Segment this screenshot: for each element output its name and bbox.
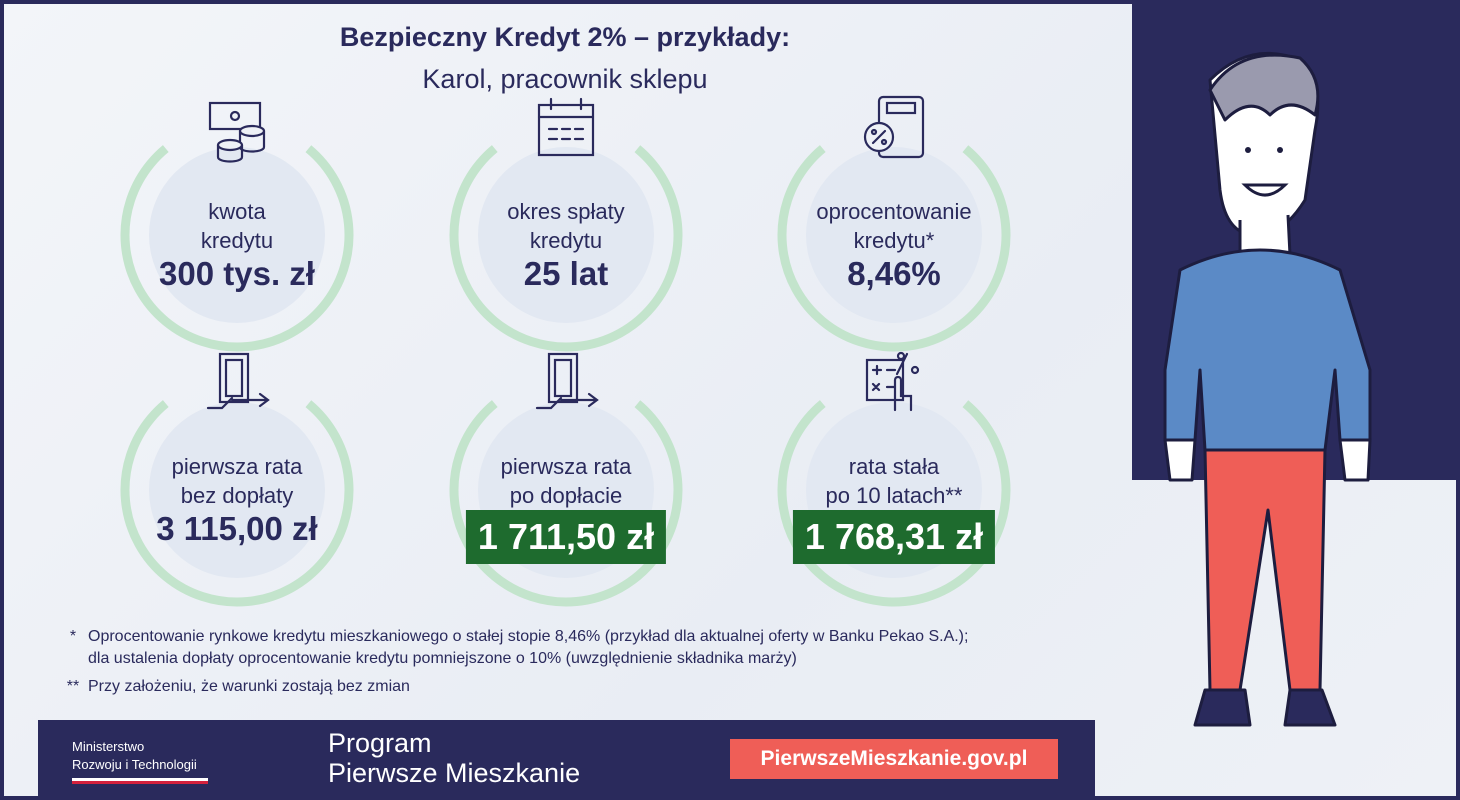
card-label: rata stała po 10 latach** (764, 452, 1024, 510)
card-label-line: okres spłaty (507, 199, 625, 224)
card-label-line: kwota (208, 199, 266, 224)
card-label-line: rata stała (848, 454, 940, 479)
card-label: pierwsza rata po dopłacie (436, 452, 696, 510)
program-line: Pierwsze Mieszkanie (328, 758, 581, 788)
info-card: pierwsza rata po dopłacie 1 711,50 zł (436, 352, 696, 620)
card-label-line: bez dopłaty (180, 483, 294, 508)
card-value: 3 115,00 zł (156, 510, 318, 547)
ministry-name: Rozwoju i Technologii (72, 757, 197, 772)
card-value: 25 lat (523, 255, 609, 292)
card-label-line: pierwsza rata (171, 454, 303, 479)
calculator-hand-percent-icon (865, 351, 920, 412)
ring-decoration (449, 118, 683, 352)
money-coins-icon (208, 101, 266, 163)
card-label: kwota kredytu (107, 197, 367, 255)
polish-flag-stripe (72, 778, 208, 784)
progress-ring-arc (777, 118, 1011, 352)
ministry-logo: Ministerstwo Rozwoju i Technologii (72, 738, 208, 784)
man-illustration (1163, 51, 1372, 727)
inner-circle (806, 147, 982, 323)
payment-transfer-icon (535, 352, 599, 410)
card-label-line: po 10 latach** (825, 483, 963, 508)
footnote-mark: * (69, 628, 77, 645)
card-value: 8,46% (847, 255, 941, 292)
calculator-percent-icon (863, 95, 925, 159)
footnote-2: ** Przy założeniu, że warunki zostają be… (58, 676, 968, 698)
website-link[interactable]: PierwszeMieszkanie.gov.pl (730, 739, 1058, 779)
card-label-line: kredytu* (853, 228, 935, 253)
footnotes: * Oprocentowanie rynkowe kredytu mieszka… (58, 626, 969, 698)
card-label-line: kredytu (529, 228, 603, 253)
footnote-text: dla ustalenia dopłaty oprocentowanie kre… (88, 650, 797, 667)
progress-ring-arc (449, 118, 683, 352)
card-label-line: kredytu (200, 228, 274, 253)
info-card: kwota kredytu 300 tys. zł (107, 101, 367, 365)
footnote-mark: ** (66, 678, 80, 695)
card-label: pierwsza rata bez dopłaty (107, 452, 367, 510)
info-card: okres spłaty kredytu 25 lat (436, 97, 696, 365)
ring-decoration (777, 118, 1011, 352)
card-value: 300 tys. zł (159, 255, 315, 292)
footer-bar: Ministerstwo Rozwoju i Technologii Progr… (38, 720, 1095, 796)
card-label: okres spłaty kredytu (436, 197, 696, 255)
inner-circle (149, 402, 325, 578)
card-label-line: pierwsza rata (500, 454, 632, 479)
card-label-line: oprocentowanie (816, 199, 972, 224)
inner-circle (149, 147, 325, 323)
footnote-text: Oprocentowanie rynkowe kredytu mieszkani… (88, 628, 969, 645)
card-value: 1 768,31 zł (792, 510, 996, 564)
card-label-line: po dopłacie (509, 483, 623, 508)
card-label: oprocentowanie kredytu* (764, 197, 1024, 255)
payment-transfer-icon (206, 352, 270, 410)
progress-ring-arc (120, 118, 354, 352)
progress-ring-arc (120, 373, 354, 607)
card-value: 1 711,50 zł (465, 510, 667, 564)
program-name: Program Pierwsze Mieszkanie (328, 728, 580, 788)
page-title: Bezpieczny Kredyt 2% – przykłady: (339, 22, 791, 52)
info-card: rata stała po 10 latach** 1 768,31 zł (764, 351, 1024, 620)
page-subtitle: Karol, pracownik sklepu (422, 64, 708, 94)
ring-decoration (120, 373, 354, 607)
footnote-text: Przy założeniu, że warunki zostają bez z… (88, 678, 410, 695)
info-card: oprocentowanie kredytu* 8,46% (764, 95, 1024, 365)
inner-circle (478, 147, 654, 323)
calendar-icon (537, 97, 595, 157)
ring-decoration (120, 118, 354, 352)
footnote-1: * Oprocentowanie rynkowe kredytu mieszka… (58, 626, 969, 670)
ministry-name: Ministerstwo (72, 739, 145, 754)
program-line: Program (328, 728, 432, 758)
info-card: pierwsza rata bez dopłaty 3 115,00 zł (107, 352, 367, 620)
